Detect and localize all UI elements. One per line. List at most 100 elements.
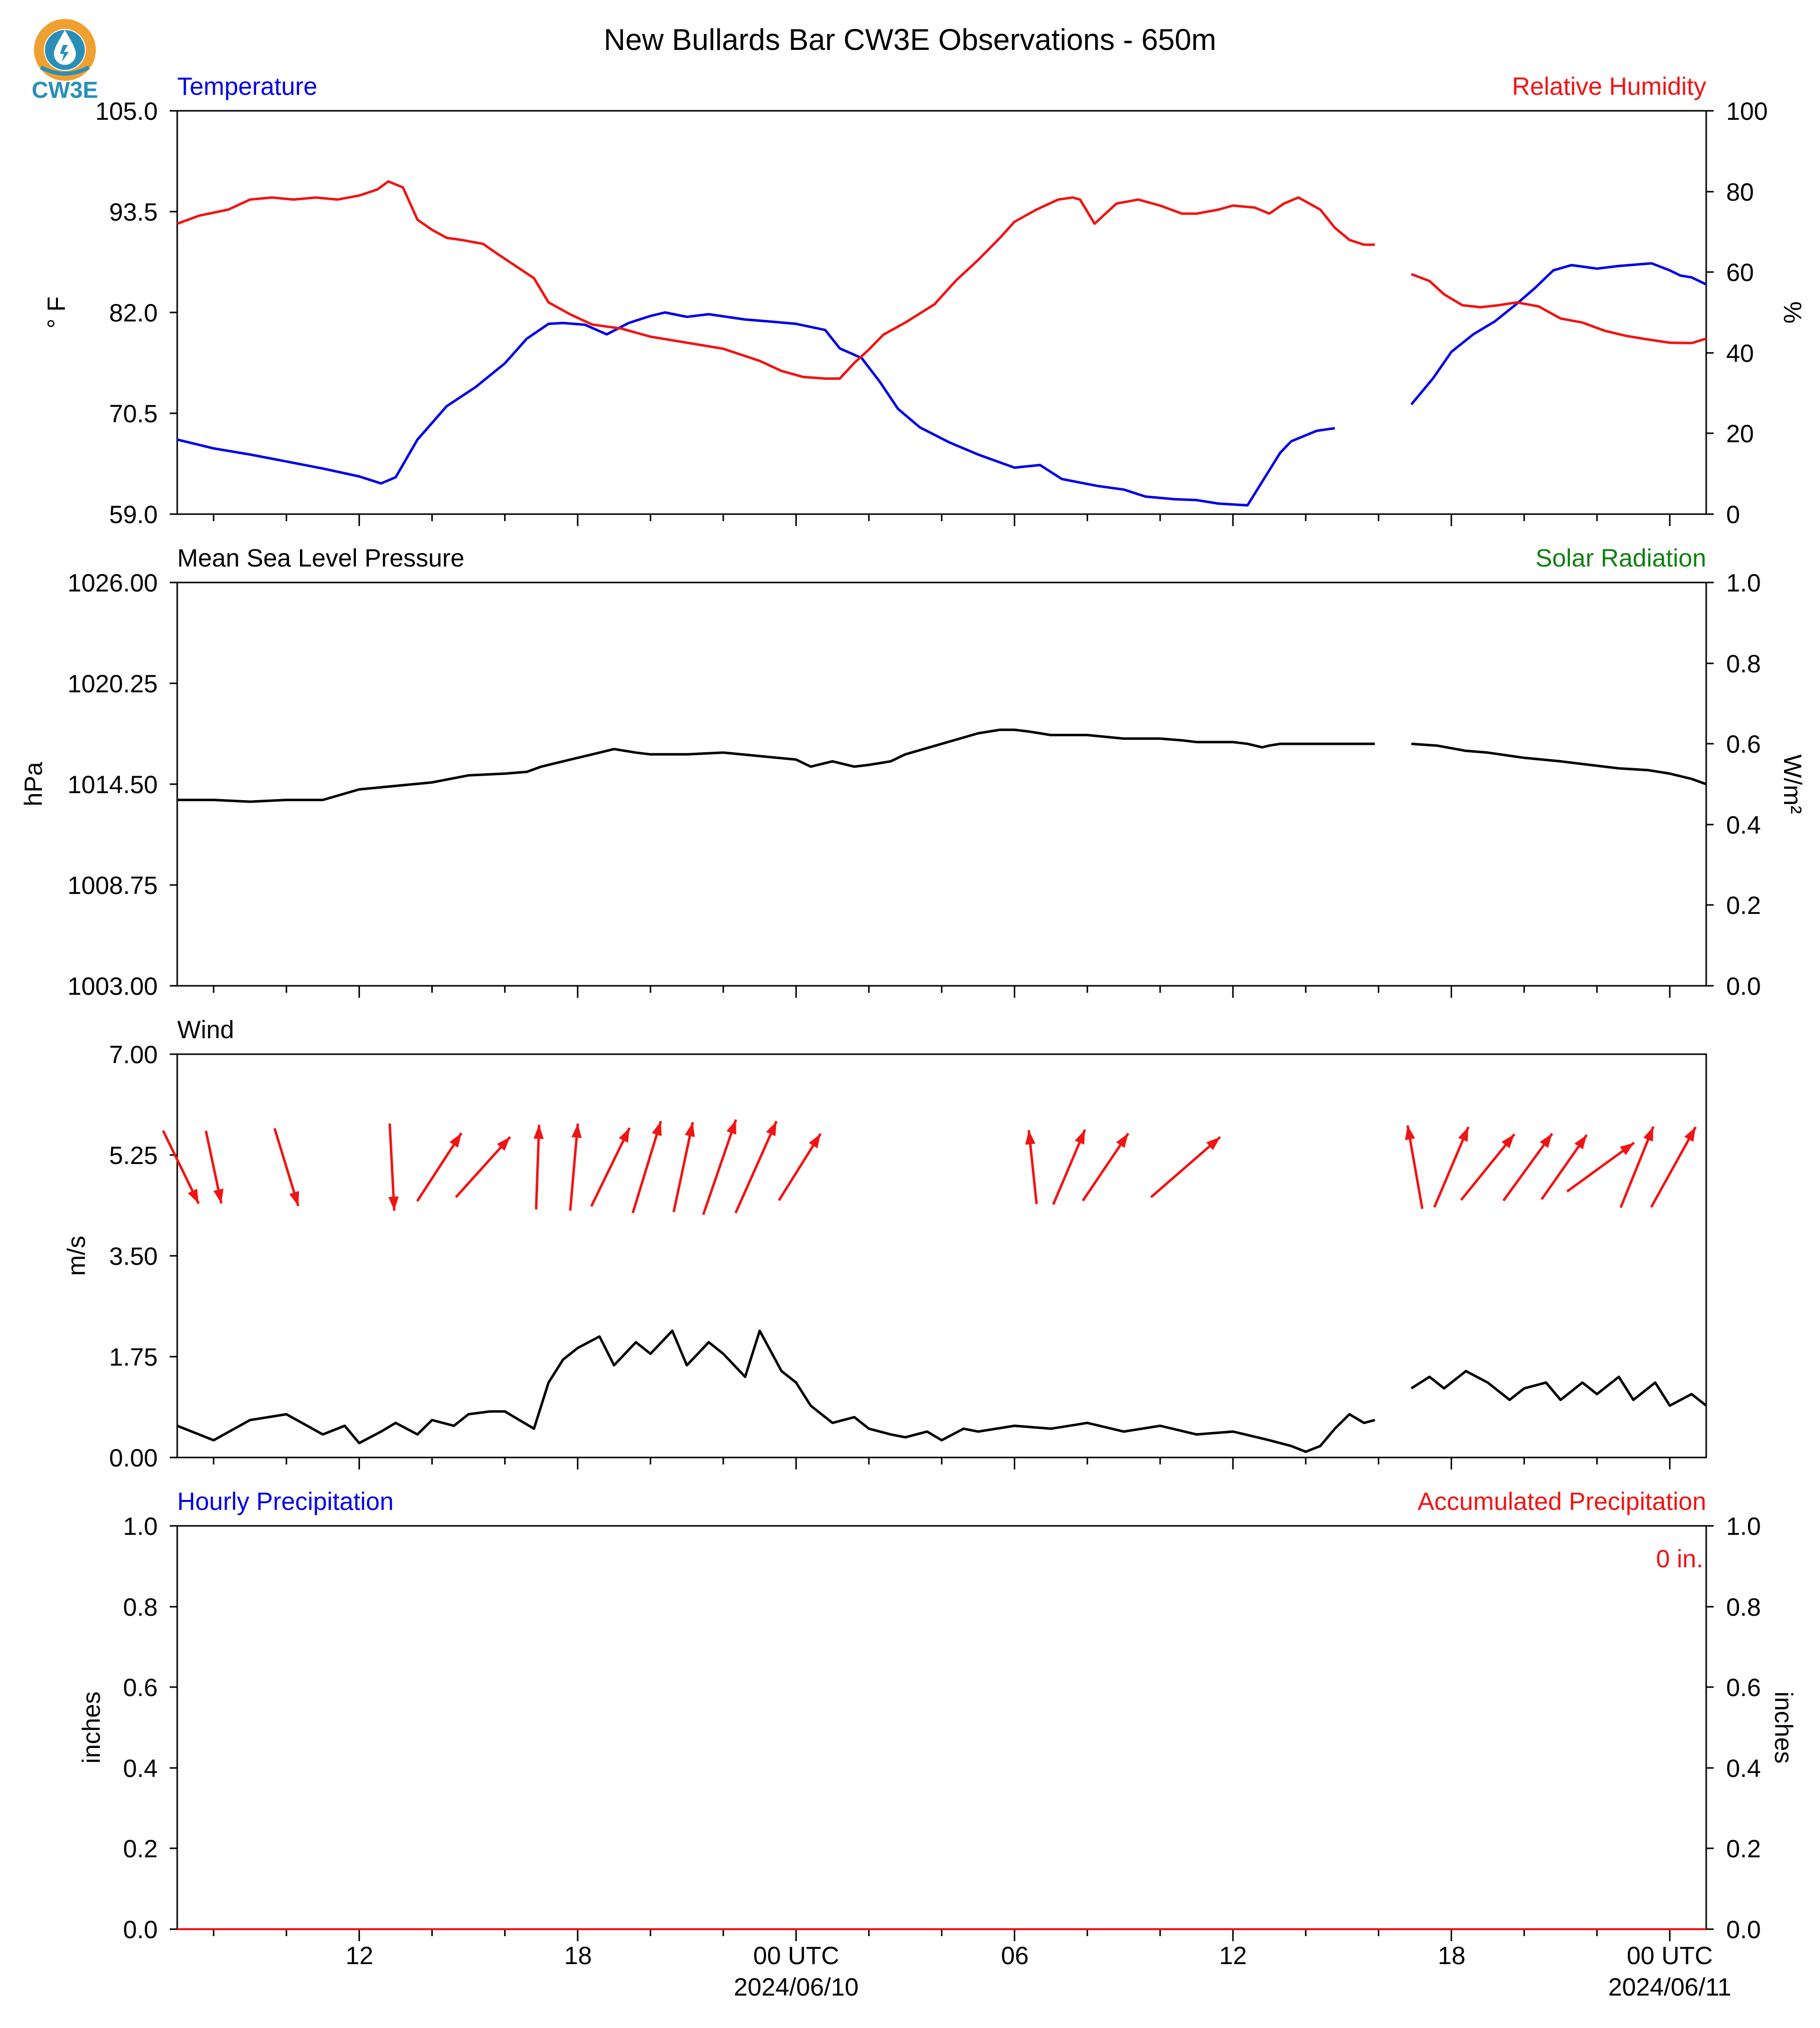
rh-axis-tick-label: 100 xyxy=(1726,97,1768,125)
wind-speed-line xyxy=(177,1329,1707,1453)
x-axis-labels: 12 18 00 UTC 06 12 18 00 UTC 2024/06/10 … xyxy=(345,1942,1731,2001)
pressure-title: Mean Sea Level Pressure xyxy=(177,544,464,572)
wind-direction-arrows xyxy=(162,1119,1697,1215)
accum-axis-tick-label: 0.0 xyxy=(1726,1916,1761,1944)
wind-arrow xyxy=(1052,1129,1086,1205)
precip-axis-tick-label: 0.0 xyxy=(123,1916,158,1944)
figure-title: New Bullards Bar CW3E Observations - 650… xyxy=(604,23,1216,56)
rh-axis-label: % xyxy=(1779,301,1807,323)
panel-wind: Wind 7.00 5.25 3.50 1.75 0.00 m/s xyxy=(62,1016,1707,1472)
wind-arrow xyxy=(1082,1133,1130,1202)
wind-arrow xyxy=(1460,1133,1516,1201)
panel-temp-rh: Temperature Relative Humidity 105.0 93.5… xyxy=(42,72,1807,529)
wind-arrow xyxy=(734,1121,778,1214)
wind-arrow xyxy=(778,1133,822,1201)
accum-axis-tick-label: 0.4 xyxy=(1726,1754,1761,1782)
pressure-axis-tick-label: 1014.50 xyxy=(67,771,158,799)
wind-arrow xyxy=(162,1130,200,1204)
relative-humidity-line xyxy=(177,180,1707,380)
accum-axis-tick-label: 0.2 xyxy=(1726,1835,1761,1863)
temp-axis-tick-label: 70.5 xyxy=(109,400,158,428)
wind-arrow xyxy=(569,1123,582,1211)
x-tick-label: 12 xyxy=(1219,1942,1247,1970)
solar-axis-tick-label: 0.8 xyxy=(1726,650,1761,678)
temp-axis-tick-label: 93.5 xyxy=(109,198,158,226)
wind-arrow xyxy=(205,1130,224,1204)
rh-axis-tick-label: 40 xyxy=(1726,339,1754,367)
temperature-line xyxy=(177,262,1707,507)
precip-right-ticks xyxy=(1706,1525,1714,1930)
wind-arrow xyxy=(273,1128,300,1206)
wind-axis-tick-label: 1.75 xyxy=(109,1343,158,1371)
wind-arrow xyxy=(1405,1125,1424,1209)
wind-x-ticks xyxy=(213,1457,1671,1469)
solar-axis-tick-label: 0.6 xyxy=(1726,730,1761,758)
wind-axis-tick-label: 0.00 xyxy=(109,1444,158,1472)
temp-axis-tick-label: 59.0 xyxy=(109,501,158,529)
rh-axis-tick-label: 0 xyxy=(1726,501,1740,529)
rh-axis-tick-label: 60 xyxy=(1726,259,1754,287)
wind-arrow xyxy=(1619,1126,1655,1208)
temp-axis-label: ° F xyxy=(42,296,70,328)
wind-arrow xyxy=(672,1122,695,1212)
panel-precipitation: Hourly Precipitation Accumulated Precipi… xyxy=(77,1487,1798,1944)
accumulated-precip-title: Accumulated Precipitation xyxy=(1418,1487,1706,1515)
solar-axis-tick-label: 1.0 xyxy=(1726,569,1761,597)
pressure-axis-tick-label: 1020.25 xyxy=(67,670,158,698)
precip-axis-tick-label: 1.0 xyxy=(123,1512,158,1540)
accum-axis-tick-label: 0.6 xyxy=(1726,1674,1761,1702)
x-tick-label: 12 xyxy=(345,1942,373,1970)
wind-arrow xyxy=(1433,1126,1470,1208)
x-tick-label: 18 xyxy=(564,1942,592,1970)
x-date-label: 2024/06/10 xyxy=(734,1973,859,2001)
solar-axis-label: W/m² xyxy=(1779,754,1807,814)
precip-axis-tick-label: 0.6 xyxy=(123,1674,158,1702)
panel-pressure-solar: Mean Sea Level Pressure Solar Radiation … xyxy=(19,544,1807,1000)
solar-right-ticks xyxy=(1706,581,1714,987)
wind-arrow xyxy=(631,1121,662,1214)
x-tick-label: 00 UTC xyxy=(753,1942,839,1970)
precip-axis-tick-label: 0.8 xyxy=(123,1593,158,1621)
accum-axis-tick-label: 1.0 xyxy=(1726,1512,1761,1540)
accum-axis-label: inches xyxy=(1770,1692,1798,1764)
relative-humidity-title: Relative Humidity xyxy=(1512,72,1706,100)
rh-axis-tick-label: 80 xyxy=(1726,178,1754,206)
cw3e-logo: CW3E xyxy=(32,19,98,103)
wind-series xyxy=(177,1329,1707,1453)
wind-title: Wind xyxy=(177,1016,234,1044)
pressure-axis-label: hPa xyxy=(19,762,47,806)
solar-axis-tick-label: 0.2 xyxy=(1726,891,1761,919)
wind-arrow xyxy=(1540,1134,1588,1200)
wind-arrow xyxy=(416,1132,463,1202)
accumulated-total-annotation: 0 in. xyxy=(1656,1545,1703,1573)
cw3e-water-drop-logo-icon xyxy=(34,19,96,81)
x-date-label: 2024/06/11 xyxy=(1608,1973,1732,2001)
wind-arrow xyxy=(590,1127,631,1207)
wind-arrow xyxy=(1650,1126,1697,1208)
logo-text: CW3E xyxy=(32,77,98,103)
pressure-x-ticks xyxy=(213,986,1671,998)
wind-axis-tick-label: 5.25 xyxy=(109,1142,158,1169)
solar-axis-tick-label: 0.4 xyxy=(1726,811,1761,839)
wind-arrow xyxy=(388,1123,399,1211)
x-tick-label: 18 xyxy=(1438,1942,1466,1970)
solar-radiation-title: Solar Radiation xyxy=(1535,544,1706,572)
wind-arrow xyxy=(455,1136,511,1198)
temp-rh-left-ticks xyxy=(170,110,177,515)
wind-arrow xyxy=(533,1125,544,1210)
precip-axis-tick-label: 0.4 xyxy=(123,1754,158,1782)
precip-x-ticks xyxy=(213,1929,1671,1941)
temp-axis-tick-label: 105.0 xyxy=(95,97,158,125)
precip-axis-label: inches xyxy=(77,1692,105,1764)
pressure-series xyxy=(177,728,1707,803)
pressure-axis-tick-label: 1003.00 xyxy=(67,972,158,1000)
wind-arrow xyxy=(1025,1130,1038,1204)
accum-axis-tick-label: 0.8 xyxy=(1726,1593,1761,1621)
wind-axis-tick-label: 7.00 xyxy=(109,1041,158,1069)
precip-axis-tick-label: 0.2 xyxy=(123,1835,158,1863)
pressure-axis-tick-label: 1026.00 xyxy=(67,569,158,597)
hourly-precip-title: Hourly Precipitation xyxy=(177,1487,394,1515)
pressure-axis-tick-label: 1008.75 xyxy=(67,871,158,899)
